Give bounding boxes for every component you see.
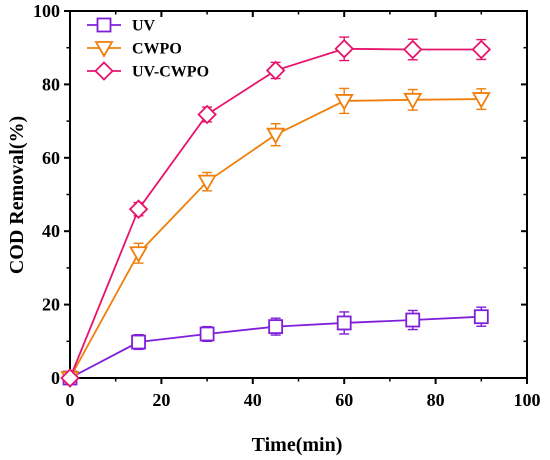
y-tick-label: 80 — [42, 74, 60, 94]
legend: UV CWPO UV-CWPO — [87, 18, 209, 81]
data-point — [199, 326, 215, 342]
x-tick-label: 60 — [335, 390, 353, 410]
legend-item-uv-cwpo: UV-CWPO — [87, 61, 209, 81]
x-tick-label: 100 — [514, 390, 541, 410]
data-point — [197, 174, 217, 192]
legend-marker — [96, 17, 112, 33]
x-tick-label: 80 — [427, 390, 445, 410]
data-point — [128, 199, 149, 219]
data-point — [402, 39, 423, 60]
data-point — [405, 312, 421, 328]
y-tick-label: 0 — [51, 368, 60, 388]
x-tick-label: 40 — [244, 390, 262, 410]
data-point — [60, 368, 80, 388]
data-point — [131, 334, 146, 350]
series-cwpo — [60, 87, 491, 388]
data-point — [334, 39, 354, 59]
series-uv — [62, 306, 489, 386]
data-point — [197, 104, 217, 125]
y-tick-label: 40 — [42, 221, 60, 241]
legend-label: UV-CWPO — [132, 64, 209, 81]
data-point — [266, 127, 286, 145]
axes: 0 20 40 60 80 100 0 20 40 60 80 100 — [33, 1, 541, 410]
data-point — [471, 92, 491, 109]
series-uv-cwpo — [60, 36, 492, 388]
data-point — [128, 246, 149, 264]
data-point — [471, 39, 492, 60]
legend-item-uv: UV — [87, 18, 156, 35]
y-tick-label: 20 — [42, 295, 60, 315]
y-axis-title: COD Removal(%) — [6, 116, 28, 274]
x-tick-label: 0 — [66, 390, 75, 410]
legend-label: UV — [132, 18, 156, 35]
legend-item-cwpo: CWPO — [87, 41, 182, 58]
data-point — [336, 315, 352, 331]
legend-marker — [94, 61, 114, 81]
data-point — [403, 92, 423, 110]
x-axis-title: Time(min) — [252, 434, 343, 456]
x-tick-label: 20 — [152, 390, 170, 410]
plot-area — [60, 36, 492, 388]
data-point — [334, 94, 354, 111]
legend-label: CWPO — [132, 41, 182, 58]
y-tick-label: 100 — [33, 1, 60, 21]
data-point — [265, 60, 286, 81]
data-point — [268, 319, 284, 335]
y-tick-label: 60 — [42, 148, 60, 168]
legend-marker — [94, 41, 114, 58]
data-point — [473, 309, 489, 325]
